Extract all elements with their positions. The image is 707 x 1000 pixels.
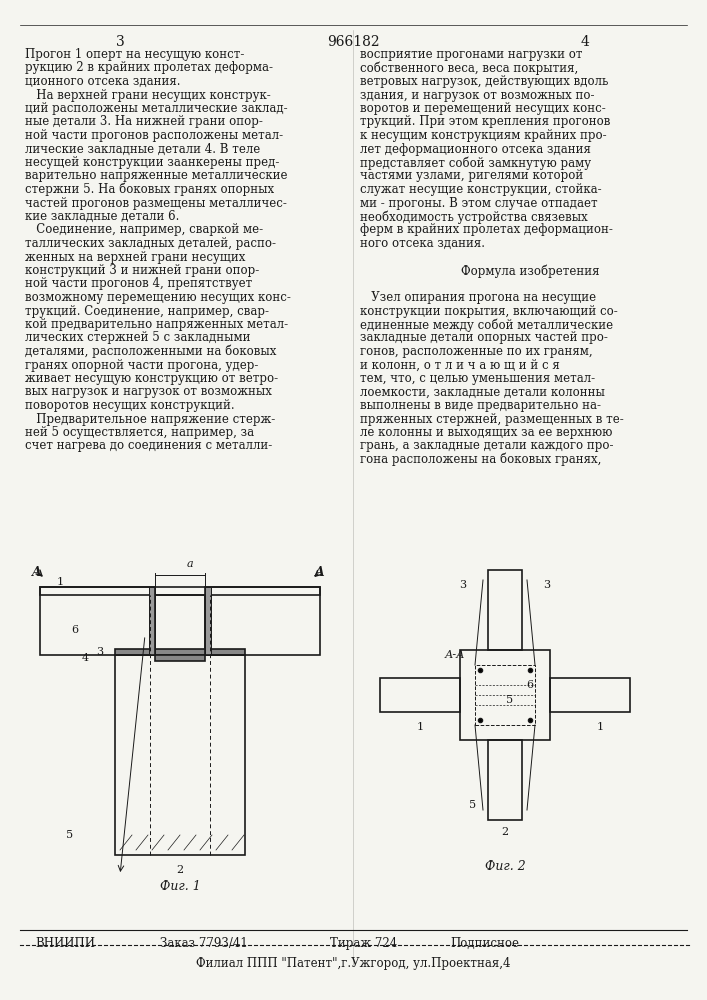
Text: Фиг. 2: Фиг. 2	[484, 860, 525, 873]
Polygon shape	[155, 655, 205, 661]
Text: a: a	[187, 559, 193, 569]
Text: 1: 1	[416, 722, 423, 732]
Text: Фиг. 1: Фиг. 1	[160, 880, 200, 893]
Text: тем, что, с целью уменьшения метал-: тем, что, с целью уменьшения метал-	[360, 372, 595, 385]
Text: ВНИИПИ: ВНИИПИ	[35, 937, 95, 950]
Text: гранях опорной части прогона, удер-: гранях опорной части прогона, удер-	[25, 359, 258, 371]
Text: Подписное: Подписное	[450, 937, 519, 950]
Text: 2: 2	[501, 827, 508, 837]
Text: закладные детали опорных частей про-: закладные детали опорных частей про-	[360, 332, 608, 344]
Text: кие закладные детали 6.: кие закладные детали 6.	[25, 210, 180, 223]
Text: единенные между собой металлические: единенные между собой металлические	[360, 318, 613, 332]
Text: лических стержней 5 с закладными: лических стержней 5 с закладными	[25, 332, 250, 344]
Text: Узел опирания прогона на несущие: Узел опирания прогона на несущие	[360, 291, 596, 304]
Text: несущей конструкции заанкерены пред-: несущей конструкции заанкерены пред-	[25, 156, 279, 169]
Polygon shape	[205, 587, 211, 655]
Text: варительно напряженные металлические: варительно напряженные металлические	[25, 169, 288, 182]
Text: гона расположены на боковых гранях,: гона расположены на боковых гранях,	[360, 453, 602, 466]
Text: пряженных стержней, размещенных в те-: пряженных стержней, размещенных в те-	[360, 412, 624, 426]
Text: 1: 1	[597, 722, 604, 732]
Text: таллических закладных деталей, распо-: таллических закладных деталей, распо-	[25, 237, 276, 250]
Text: ций расположены металлические заклад-: ций расположены металлические заклад-	[25, 102, 288, 115]
Text: вых нагрузок и нагрузок от возможных: вых нагрузок и нагрузок от возможных	[25, 385, 272, 398]
Text: A: A	[32, 566, 42, 578]
Text: женных на верхней грани несущих: женных на верхней грани несущих	[25, 250, 245, 263]
Text: Заказ 7793/41: Заказ 7793/41	[160, 937, 247, 950]
Text: Прогон 1 оперт на несущую конст-: Прогон 1 оперт на несущую конст-	[25, 48, 245, 61]
Text: 4: 4	[580, 35, 590, 49]
Text: воротов и перемещений несущих конс-: воротов и перемещений несущих конс-	[360, 102, 606, 115]
Text: необходимость устройства связевых: необходимость устройства связевых	[360, 210, 588, 224]
Polygon shape	[149, 587, 155, 655]
Text: ной части прогонов расположены метал-: ной части прогонов расположены метал-	[25, 129, 283, 142]
Text: На верхней грани несущих конструк-: На верхней грани несущих конструк-	[25, 89, 271, 102]
Text: собственного веса, веса покрытия,: собственного веса, веса покрытия,	[360, 62, 578, 75]
Text: ветровых нагрузок, действующих вдоль: ветровых нагрузок, действующих вдоль	[360, 75, 609, 88]
Text: 3: 3	[460, 580, 467, 590]
Text: 3: 3	[116, 35, 124, 49]
Text: трукций. Соединение, например, свар-: трукций. Соединение, например, свар-	[25, 304, 269, 318]
Text: ней 5 осуществляется, например, за: ней 5 осуществляется, например, за	[25, 426, 254, 439]
Polygon shape	[115, 649, 245, 655]
Text: 3: 3	[544, 580, 551, 590]
Text: Соединение, например, сваркой ме-: Соединение, например, сваркой ме-	[25, 224, 263, 236]
Text: ферм в крайних пролетах деформацион-: ферм в крайних пролетах деформацион-	[360, 224, 613, 236]
Text: деталями, расположенными на боковых: деталями, расположенными на боковых	[25, 345, 276, 359]
Text: 2: 2	[177, 865, 184, 875]
Text: 3: 3	[96, 647, 103, 657]
Text: частей прогонов размещены металличес-: частей прогонов размещены металличес-	[25, 196, 287, 210]
Text: живает несущую конструкцию от ветро-: живает несущую конструкцию от ветро-	[25, 372, 278, 385]
Text: счет нагрева до соединения с металли-: счет нагрева до соединения с металли-	[25, 440, 272, 452]
Text: лоемкости, закладные детали колонны: лоемкости, закладные детали колонны	[360, 385, 605, 398]
Text: 6: 6	[527, 680, 534, 690]
Text: ной части прогонов 4, препятствует: ной части прогонов 4, препятствует	[25, 277, 252, 290]
Text: ные детали 3. На нижней грани опор-: ные детали 3. На нижней грани опор-	[25, 115, 263, 128]
Text: А-А: А-А	[445, 650, 465, 660]
Text: Формула изобретения: Формула изобретения	[461, 264, 600, 277]
Text: Предварительное напряжение стерж-: Предварительное напряжение стерж-	[25, 412, 275, 426]
Text: поворотов несущих конструкций.: поворотов несущих конструкций.	[25, 399, 235, 412]
Text: лические закладные детали 4. В теле: лические закладные детали 4. В теле	[25, 142, 260, 155]
Text: представляет собой замкнутую раму: представляет собой замкнутую раму	[360, 156, 591, 169]
Text: Филиал ППП "Патент",г.Ужгород, ул.Проектная,4: Филиал ППП "Патент",г.Ужгород, ул.Проект…	[196, 957, 510, 970]
Text: возможному перемещению несущих конс-: возможному перемещению несущих конс-	[25, 291, 291, 304]
Text: выполнены в виде предварительно на-: выполнены в виде предварительно на-	[360, 399, 601, 412]
Text: восприятие прогонами нагрузки от: восприятие прогонами нагрузки от	[360, 48, 583, 61]
Text: ми - прогоны. В этом случае отпадает: ми - прогоны. В этом случае отпадает	[360, 196, 597, 210]
Text: лет деформационного отсека здания: лет деформационного отсека здания	[360, 142, 591, 155]
Text: A: A	[315, 566, 325, 578]
Text: и колонн, о т л и ч а ю щ и й с я: и колонн, о т л и ч а ю щ и й с я	[360, 359, 560, 371]
Text: 5: 5	[66, 830, 74, 840]
Text: грань, а закладные детали каждого про-: грань, а закладные детали каждого про-	[360, 440, 614, 452]
Text: кой предварительно напряженных метал-: кой предварительно напряженных метал-	[25, 318, 288, 331]
Text: Тираж 724: Тираж 724	[330, 937, 397, 950]
Text: служат несущие конструкции, стойка-: служат несущие конструкции, стойка-	[360, 183, 602, 196]
Text: ционного отсека здания.: ционного отсека здания.	[25, 75, 180, 88]
Text: частями узлами, ригелями которой: частями узлами, ригелями которой	[360, 169, 583, 182]
Text: трукций. При этом крепления прогонов: трукций. При этом крепления прогонов	[360, 115, 610, 128]
Text: ле колонны и выходящих за ее верхнюю: ле колонны и выходящих за ее верхнюю	[360, 426, 612, 439]
Text: 966182: 966182	[327, 35, 380, 49]
Text: к несущим конструкциям крайних про-: к несущим конструкциям крайних про-	[360, 129, 607, 142]
Text: 1: 1	[57, 577, 64, 587]
Text: конструкции покрытия, включающий со-: конструкции покрытия, включающий со-	[360, 304, 618, 318]
Text: гонов, расположенные по их граням,: гонов, расположенные по их граням,	[360, 345, 592, 358]
Text: 5: 5	[469, 800, 477, 810]
Text: здания, и нагрузок от возможных по-: здания, и нагрузок от возможных по-	[360, 89, 595, 102]
Text: 4: 4	[81, 653, 88, 663]
Text: конструкций 3 и нижней грани опор-: конструкций 3 и нижней грани опор-	[25, 264, 259, 277]
Text: ного отсека здания.: ного отсека здания.	[360, 237, 485, 250]
Text: рукцию 2 в крайних пролетах деформа-: рукцию 2 в крайних пролетах деформа-	[25, 62, 273, 75]
Text: стержни 5. На боковых гранях опорных: стержни 5. На боковых гранях опорных	[25, 183, 274, 196]
Text: 5: 5	[506, 695, 513, 705]
Text: 6: 6	[71, 625, 78, 635]
